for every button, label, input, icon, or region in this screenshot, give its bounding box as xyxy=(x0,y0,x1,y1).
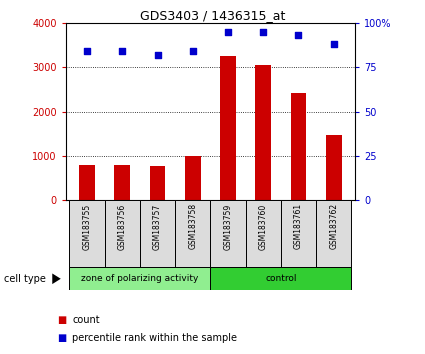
Text: count: count xyxy=(72,315,100,325)
Point xyxy=(260,29,266,35)
FancyBboxPatch shape xyxy=(316,200,351,267)
Text: GDS3403 / 1436315_at: GDS3403 / 1436315_at xyxy=(140,9,285,22)
FancyBboxPatch shape xyxy=(281,200,316,267)
Text: GSM183758: GSM183758 xyxy=(188,203,197,250)
Point xyxy=(330,41,337,47)
Bar xyxy=(220,56,236,200)
FancyBboxPatch shape xyxy=(175,200,210,267)
FancyBboxPatch shape xyxy=(246,200,281,267)
Point xyxy=(190,48,196,54)
Text: percentile rank within the sample: percentile rank within the sample xyxy=(72,333,237,343)
Text: GSM183760: GSM183760 xyxy=(259,203,268,250)
Point xyxy=(119,48,126,54)
FancyBboxPatch shape xyxy=(210,200,246,267)
FancyBboxPatch shape xyxy=(69,200,105,267)
Text: GSM183756: GSM183756 xyxy=(118,203,127,250)
Point xyxy=(295,33,302,38)
FancyBboxPatch shape xyxy=(140,200,175,267)
Text: GSM183759: GSM183759 xyxy=(224,203,232,250)
Text: GSM183755: GSM183755 xyxy=(82,203,91,250)
Text: GSM183761: GSM183761 xyxy=(294,203,303,250)
Bar xyxy=(150,166,165,200)
FancyBboxPatch shape xyxy=(105,200,140,267)
Bar xyxy=(291,93,306,200)
Text: GSM183762: GSM183762 xyxy=(329,203,338,250)
Bar xyxy=(185,156,201,200)
Bar xyxy=(114,166,130,200)
FancyBboxPatch shape xyxy=(69,267,210,290)
Text: control: control xyxy=(265,274,297,283)
Text: cell type: cell type xyxy=(4,274,46,284)
Text: GSM183757: GSM183757 xyxy=(153,203,162,250)
Text: ■: ■ xyxy=(57,333,67,343)
Text: ■: ■ xyxy=(57,315,67,325)
Text: zone of polarizing activity: zone of polarizing activity xyxy=(81,274,198,283)
Polygon shape xyxy=(52,273,61,284)
FancyBboxPatch shape xyxy=(210,267,351,290)
Point xyxy=(154,52,161,58)
Bar xyxy=(255,65,271,200)
Point xyxy=(224,29,231,35)
Bar xyxy=(79,166,95,200)
Bar xyxy=(326,135,342,200)
Point xyxy=(84,48,91,54)
